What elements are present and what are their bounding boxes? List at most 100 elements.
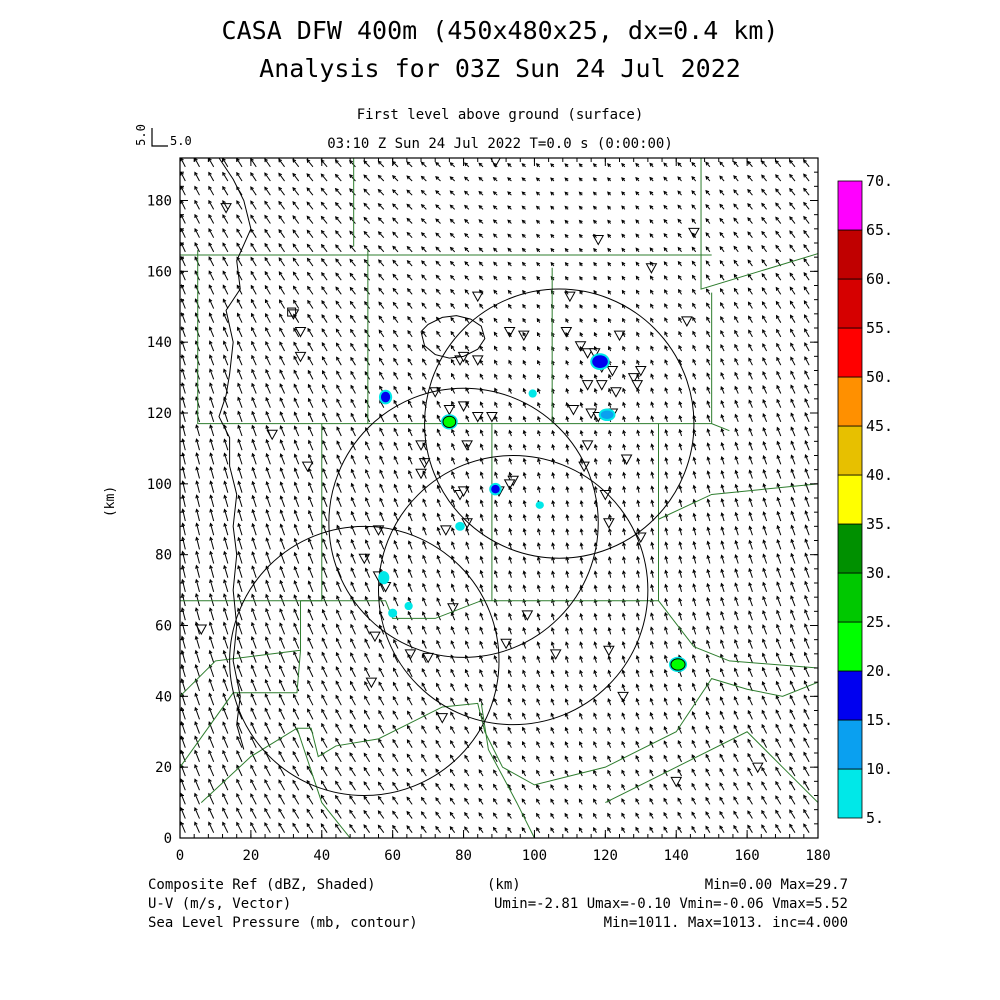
wind-vector (294, 454, 300, 465)
wind-vector-head (536, 261, 541, 266)
wind-vector (264, 201, 271, 210)
wind-vector (790, 357, 796, 366)
wind-vector (222, 764, 229, 777)
wind-vector (720, 625, 725, 635)
wind-vector (747, 796, 753, 805)
wind-vector (237, 397, 243, 408)
wind-vector (421, 668, 427, 678)
wind-vector (508, 670, 512, 678)
wind-vector (748, 568, 753, 578)
wind-vector (790, 652, 796, 663)
wind-vector-head (635, 669, 640, 674)
wind-vector (181, 312, 186, 323)
wind-vector-head (436, 526, 441, 531)
wind-vector (493, 741, 498, 748)
station-markers (195, 158, 764, 788)
wind-vector-head (307, 665, 311, 670)
wind-vector (280, 496, 286, 508)
wind-vector-head (222, 312, 227, 317)
wind-vector (293, 680, 300, 692)
wind-vector (719, 190, 725, 196)
wind-vector-head (734, 427, 739, 432)
wind-vector-head (307, 566, 312, 571)
wind-vector-head (733, 753, 738, 758)
wind-vector-head (748, 596, 752, 601)
wind-vector (336, 497, 342, 508)
wind-vector-head (621, 712, 626, 717)
wind-vector (464, 755, 470, 763)
wind-vector-head (705, 825, 710, 830)
wind-vector-head (436, 330, 440, 335)
wind-vector-head (579, 669, 583, 674)
wind-vector-head (350, 567, 355, 572)
wind-vector (761, 287, 768, 295)
wind-vector (747, 175, 753, 182)
wind-vector (650, 627, 654, 635)
wind-vector (320, 159, 328, 168)
wind-vector-head (250, 721, 255, 726)
wind-vector (508, 585, 512, 593)
wind-vector (307, 609, 314, 621)
wind-vector (790, 525, 796, 536)
wind-vector (407, 358, 413, 366)
wind-vector-head (650, 471, 655, 476)
wind-vector (278, 722, 286, 734)
wind-vector (265, 580, 271, 593)
wind-vector (336, 357, 342, 366)
wind-vector-head (748, 441, 753, 446)
wind-vector-head (803, 300, 808, 305)
wind-vector (378, 329, 385, 338)
wind-vector (278, 808, 285, 819)
wind-vector-head (322, 524, 326, 529)
wind-vector (493, 727, 498, 734)
wind-vector-head (804, 342, 808, 347)
wind-vector (236, 765, 243, 777)
wind-vector-head (250, 735, 254, 741)
wind-vector-head (251, 452, 256, 457)
wind-vector-head (478, 261, 483, 266)
wind-vector-head (762, 581, 766, 586)
wind-vector-head (464, 275, 469, 280)
wind-vector (265, 425, 271, 437)
wind-vector-head (307, 722, 311, 727)
wind-vector-head (720, 526, 725, 531)
wind-vector-head (521, 769, 526, 774)
wind-vector-head (493, 584, 498, 589)
wind-vector (350, 652, 356, 663)
wind-vector-head (223, 452, 228, 457)
wind-vector (222, 736, 229, 748)
wind-vector-head (706, 386, 711, 391)
wind-vector-head (761, 681, 766, 686)
wind-vector (349, 724, 356, 734)
wind-vector (321, 202, 328, 210)
wind-vector-head (465, 485, 470, 490)
wind-vector (789, 202, 796, 210)
wind-vector (749, 512, 753, 522)
wind-vector (435, 826, 441, 833)
wind-vector-head (664, 555, 669, 560)
wind-vector-head (478, 247, 483, 252)
wind-vector (804, 454, 810, 465)
wind-vector (350, 343, 356, 352)
wind-vector (803, 809, 810, 819)
wind-vector (450, 683, 456, 692)
wind-vector-head (194, 792, 198, 797)
wind-vector-head (478, 162, 483, 167)
wind-vector-head (762, 371, 766, 376)
wind-vector-head (251, 382, 255, 387)
wind-vector (378, 217, 385, 224)
wind-vector (435, 726, 441, 734)
wind-vector (208, 186, 215, 196)
wind-vector-head (251, 368, 255, 373)
wind-vector (307, 680, 314, 692)
wind-vector (748, 653, 753, 663)
wind-vector (776, 315, 782, 323)
wind-vector-head (450, 682, 454, 687)
wind-vector-head (705, 768, 710, 773)
wind-vector (292, 765, 300, 777)
wind-vector (365, 511, 371, 522)
wind-vector-head (307, 708, 311, 713)
wind-vector (523, 528, 527, 536)
wind-vector (421, 218, 427, 224)
wind-vector (790, 315, 796, 323)
